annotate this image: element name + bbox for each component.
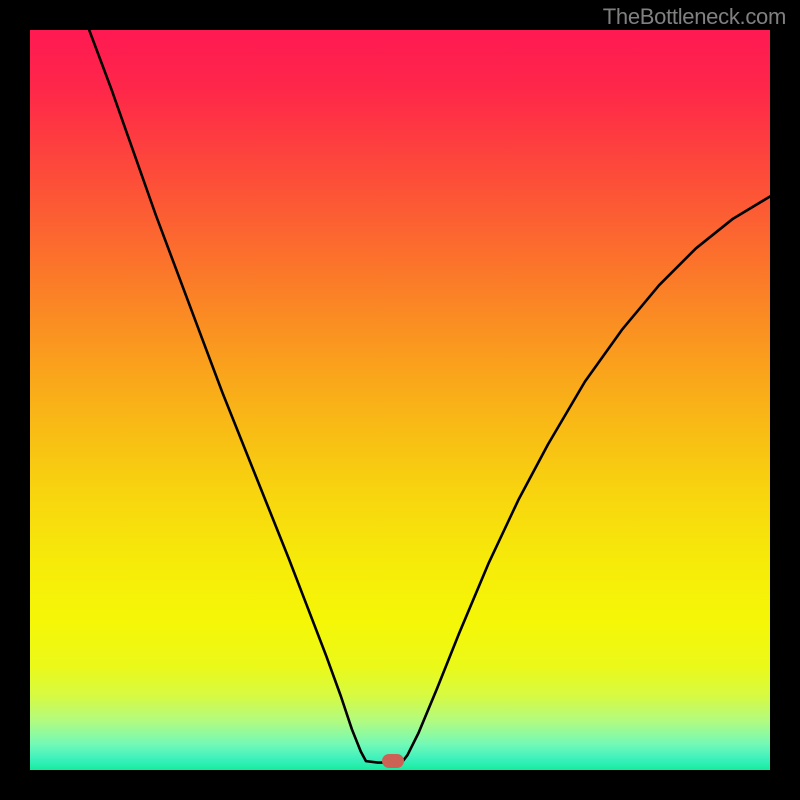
chart-container: TheBottleneck.com xyxy=(0,0,800,800)
watermark-text: TheBottleneck.com xyxy=(603,4,786,30)
bottleneck-curve xyxy=(30,30,770,770)
curve-path xyxy=(89,30,770,763)
plot-area xyxy=(30,30,770,770)
optimal-marker xyxy=(382,754,404,768)
